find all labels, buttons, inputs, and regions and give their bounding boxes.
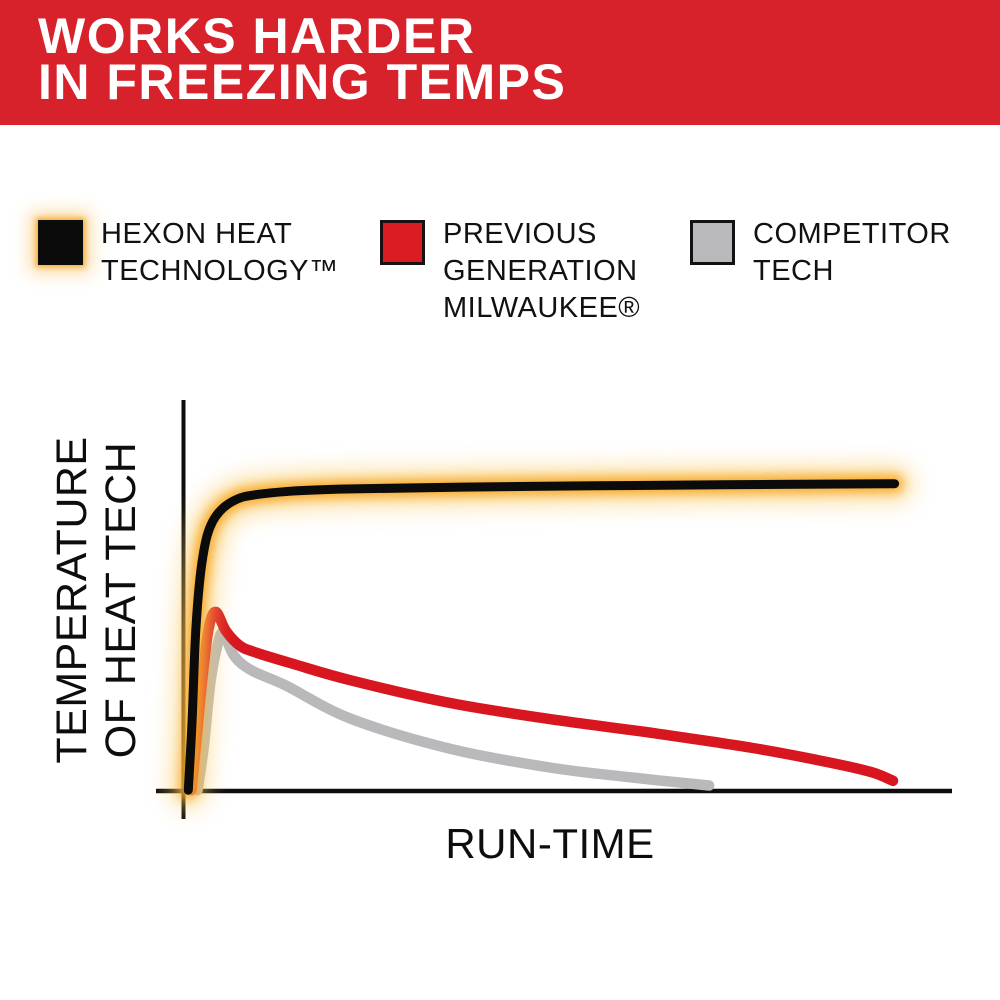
legend-line: TECHNOLOGY™ — [101, 255, 339, 287]
hexon-curve-glow-inner — [179, 474, 904, 800]
legend-label-hexon: HEXON HEAT TECHNOLOGY™ — [101, 216, 339, 290]
previous-gen-swatch — [380, 220, 425, 265]
legend-item-hexon: HEXON HEAT TECHNOLOGY™ — [38, 218, 339, 290]
y-axis-label: TEMPERATURE OF HEAT TECH — [48, 436, 146, 763]
y-axis-label-line2: OF HEAT TECH — [97, 441, 145, 759]
banner-title-line2: IN FREEZING TEMPS — [38, 54, 567, 110]
hexon-curve-glow-outer — [169, 464, 914, 810]
legend-item-competitor: COMPETITOR TECH — [690, 218, 951, 290]
legend-label-competitor: COMPETITOR TECH — [753, 216, 951, 290]
banner-title-line1: WORKS HARDER — [38, 8, 476, 64]
x-axis-label: RUN-TIME — [445, 820, 655, 867]
legend-line: PREVIOUS — [443, 218, 597, 250]
legend-label-previous-gen: PREVIOUS GENERATION MILWAUKEE® — [443, 216, 640, 327]
legend-line: GENERATION — [443, 255, 638, 287]
competitor-swatch — [690, 220, 735, 265]
banner: WORKS HARDER IN FREEZING TEMPS — [0, 0, 1000, 125]
legend-line: MILWAUKEE® — [443, 292, 641, 324]
hexon-curve — [183, 479, 900, 795]
hexon-swatch — [38, 220, 83, 265]
legend-line: TECH — [753, 255, 834, 287]
page-title: WORKS HARDER IN FREEZING TEMPS — [38, 8, 567, 110]
legend-line: HEXON HEAT — [101, 218, 293, 250]
legend-line: COMPETITOR — [753, 218, 951, 250]
y-axis-label-line1: TEMPERATURE — [48, 436, 96, 764]
legend-item-previous-gen: PREVIOUS GENERATION MILWAUKEE® — [380, 218, 640, 327]
